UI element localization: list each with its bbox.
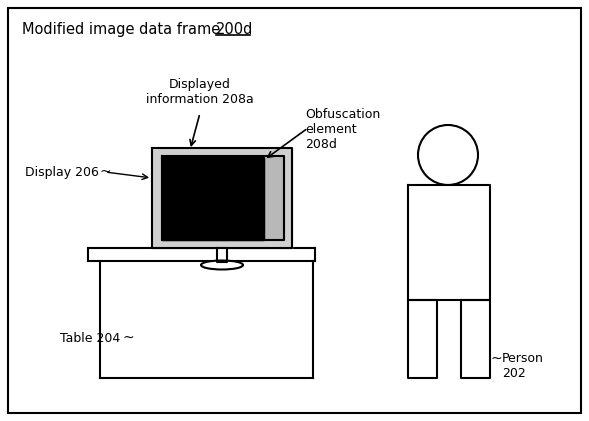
- Polygon shape: [162, 156, 284, 240]
- Text: Display 206: Display 206: [25, 165, 99, 179]
- Polygon shape: [88, 248, 315, 261]
- Polygon shape: [217, 248, 227, 262]
- Polygon shape: [461, 300, 490, 378]
- Text: Modified image data frame: Modified image data frame: [22, 22, 225, 37]
- Polygon shape: [162, 158, 264, 240]
- Text: ~: ~: [122, 331, 134, 345]
- Ellipse shape: [201, 261, 243, 269]
- Text: Obfuscation
element
208d: Obfuscation element 208d: [305, 108, 380, 151]
- Text: ~: ~: [99, 165, 111, 179]
- Text: ...: ...: [270, 232, 279, 242]
- Polygon shape: [408, 185, 490, 300]
- Polygon shape: [408, 300, 437, 378]
- Text: Person
202: Person 202: [502, 352, 544, 380]
- Text: Displayed
information 208a: Displayed information 208a: [146, 78, 254, 106]
- Text: Table 204: Table 204: [60, 331, 120, 344]
- Polygon shape: [152, 148, 292, 248]
- Circle shape: [418, 125, 478, 185]
- Text: 200d: 200d: [216, 22, 253, 37]
- Text: ~: ~: [490, 352, 502, 366]
